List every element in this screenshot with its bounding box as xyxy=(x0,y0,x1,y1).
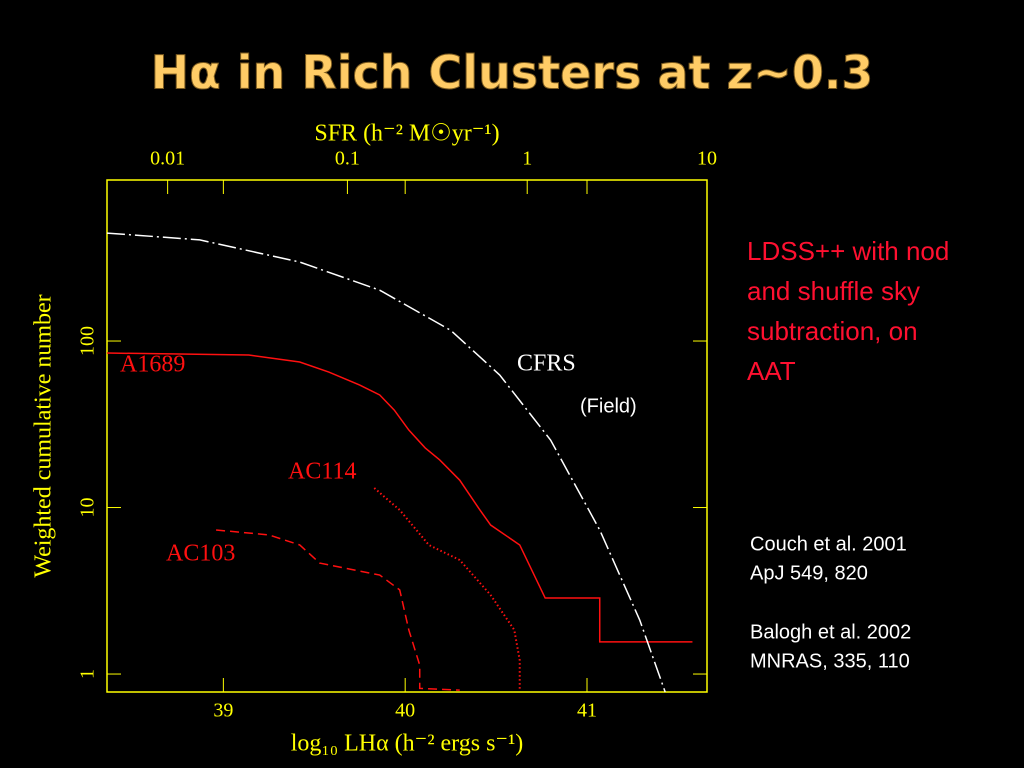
y-axis-label: Weighted cumulative number xyxy=(31,294,57,577)
y-tick-label: 10 xyxy=(77,498,99,518)
series-label: AC103 xyxy=(166,541,235,567)
series-line xyxy=(373,487,521,691)
y-tick-label: 1 xyxy=(77,669,99,679)
x2-axis-label: SFR (h⁻² M☉yr⁻¹) xyxy=(314,121,499,147)
x-tick-label: 41 xyxy=(577,700,597,722)
x2-tick-label: 0.1 xyxy=(335,148,360,170)
reference: Balogh et al. 2002 xyxy=(750,621,911,643)
x-tick-label: 39 xyxy=(213,700,233,722)
x2-tick-label: 10 xyxy=(697,148,717,170)
series-label: A1689 xyxy=(120,352,185,378)
reference: ApJ 549, 820 xyxy=(750,562,868,584)
series-line xyxy=(216,529,460,691)
side-note: AAT xyxy=(747,356,796,386)
x-tick-label: 40 xyxy=(395,700,415,722)
side-note: LDSS++ with nod xyxy=(747,236,949,266)
series-line xyxy=(106,352,693,643)
series-line xyxy=(106,232,666,693)
y-tick-label: 100 xyxy=(77,326,99,356)
slide-title: Hα in Rich Clusters at z~0.3 xyxy=(151,46,874,100)
annotation: (Field) xyxy=(580,395,637,417)
side-note: subtraction, on xyxy=(747,316,918,346)
x2-tick-label: 1 xyxy=(522,148,532,170)
series-label: CFRS xyxy=(517,351,576,377)
side-note: and shuffle sky xyxy=(747,276,920,306)
plot-frame xyxy=(106,179,708,693)
reference: Couch et al. 2001 xyxy=(750,533,907,555)
reference: MNRAS, 335, 110 xyxy=(750,650,910,672)
x2-tick-label: 0.01 xyxy=(150,148,185,170)
x-axis-label: log₁₀ LHα (h⁻² ergs s⁻¹) xyxy=(291,731,524,757)
series-label: AC114 xyxy=(288,459,356,485)
